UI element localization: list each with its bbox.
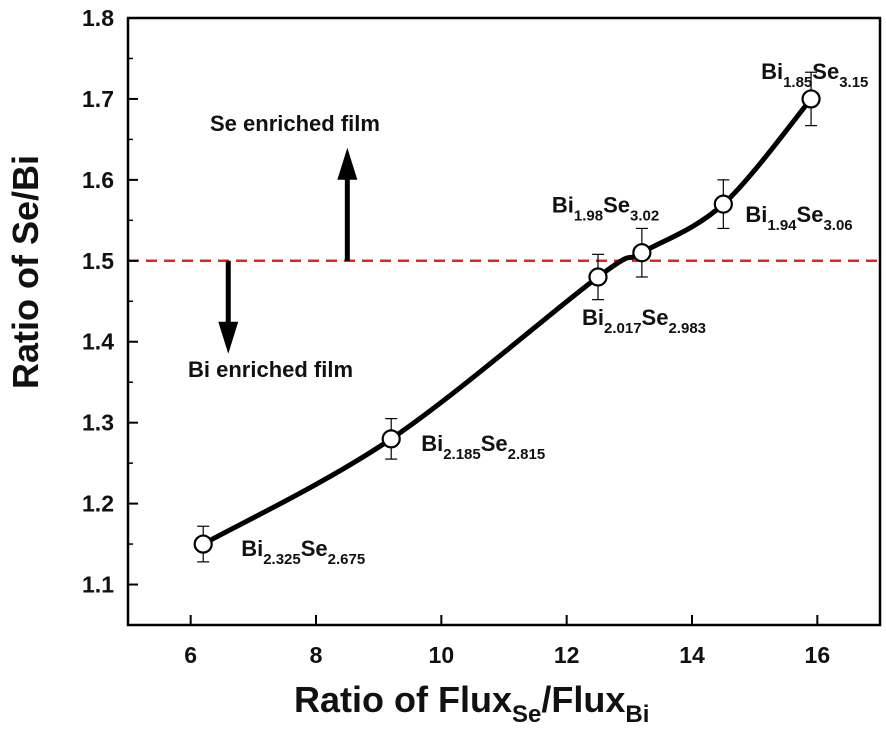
point-label-4-part-3: 3.06 xyxy=(823,217,852,234)
x-tick-label-5: 16 xyxy=(805,642,831,668)
point-label-3-part-2: Se xyxy=(603,193,630,218)
point-label-4-part-2: Se xyxy=(797,202,824,227)
y-tick-label-0: 1.1 xyxy=(82,572,114,598)
point-label-2-part-1: 2.017 xyxy=(604,320,642,337)
point-label-0-part-2: Se xyxy=(301,536,328,561)
x-axis-title-main: Ratio of Flux xyxy=(294,679,512,720)
y-tick-label-1: 1.2 xyxy=(82,491,114,517)
plot-frame xyxy=(126,16,882,627)
annotation-arrows xyxy=(218,147,358,354)
data-point-1 xyxy=(381,429,401,449)
point-label-4: Bi1.94Se3.06 xyxy=(745,202,852,234)
point-label-5-part-2: Se xyxy=(812,59,839,84)
y-tick-label-5: 1.6 xyxy=(82,167,114,193)
point-label-3-part-0: Bi xyxy=(552,193,574,218)
y-tick-label-4: 1.5 xyxy=(82,248,114,274)
point-label-2-part-0: Bi xyxy=(582,305,604,330)
x-axis-title-mid: /Flux xyxy=(541,679,625,720)
axes: 6 8 10 12 14 16 1.1 1.2 1.3 1.4 1.5 1.6 1.7 1.8 xyxy=(82,5,882,668)
data-points xyxy=(193,71,821,563)
point-label-1-part-1: 2.185 xyxy=(443,446,481,463)
point-label-3-part-1: 1.98 xyxy=(574,208,603,225)
data-point-2 xyxy=(588,267,608,287)
point-label-1-part-3: 2.815 xyxy=(508,446,546,463)
point-label-3-part-3: 3.02 xyxy=(630,208,659,225)
x-tick-label-1: 8 xyxy=(310,642,323,668)
point-label-0-part-3: 2.675 xyxy=(328,551,366,568)
point-label-5-part-0: Bi xyxy=(761,59,783,84)
data-point-4 xyxy=(713,194,733,214)
data-point-5 xyxy=(801,89,821,109)
point-label-5: Bi1.85Se3.15 xyxy=(761,59,868,91)
point-label-0: Bi2.325Se2.675 xyxy=(241,536,365,568)
point-label-5-part-3: 3.15 xyxy=(839,74,868,91)
y-tick-label-6: 1.7 xyxy=(82,86,114,112)
point-labels: Bi2.325Se2.675Bi2.185Se2.815Bi2.017Se2.9… xyxy=(241,59,868,568)
y-tick-label-2: 1.3 xyxy=(82,410,114,436)
annotation-bi-enriched: Bi enriched film xyxy=(188,357,353,382)
x-tick-label-3: 12 xyxy=(554,642,580,668)
point-label-5-part-1: 1.85 xyxy=(783,74,812,91)
arrow-up-head xyxy=(337,147,358,180)
data-point-3 xyxy=(632,243,652,263)
point-label-1: Bi2.185Se2.815 xyxy=(421,431,545,463)
x-tick-label-0: 6 xyxy=(184,642,197,668)
point-label-3: Bi1.98Se3.02 xyxy=(552,193,659,225)
x-tick-label-2: 10 xyxy=(429,642,455,668)
point-label-0-part-0: Bi xyxy=(241,536,263,561)
point-label-2-part-3: 2.983 xyxy=(668,320,706,337)
y-tick-label-7: 1.8 xyxy=(82,5,114,31)
y-tick-label-3: 1.4 xyxy=(82,329,114,355)
x-axis-title-sub-bi: Bi xyxy=(625,701,649,728)
point-label-4-part-0: Bi xyxy=(745,202,767,227)
trend-curve-layer xyxy=(200,96,814,547)
point-label-4-part-1: 1.94 xyxy=(767,217,797,234)
x-axis-title: Ratio of FluxSe/FluxBi xyxy=(294,679,649,728)
point-label-2: Bi2.017Se2.983 xyxy=(582,305,706,337)
point-label-0-part-1: 2.325 xyxy=(263,551,301,568)
trend-curve xyxy=(200,96,814,547)
data-point-0 xyxy=(193,534,213,554)
annotation-se-enriched: Se enriched film xyxy=(210,111,380,136)
point-label-2-part-2: Se xyxy=(642,305,669,330)
arrow-down-head xyxy=(218,321,239,354)
point-label-1-part-0: Bi xyxy=(421,431,443,456)
x-axis-title-sub-se: Se xyxy=(512,701,541,728)
x-tick-label-4: 14 xyxy=(679,642,705,668)
y-axis-title: Ratio of Se/Bi xyxy=(5,155,46,389)
point-label-1-part-2: Se xyxy=(481,431,508,456)
